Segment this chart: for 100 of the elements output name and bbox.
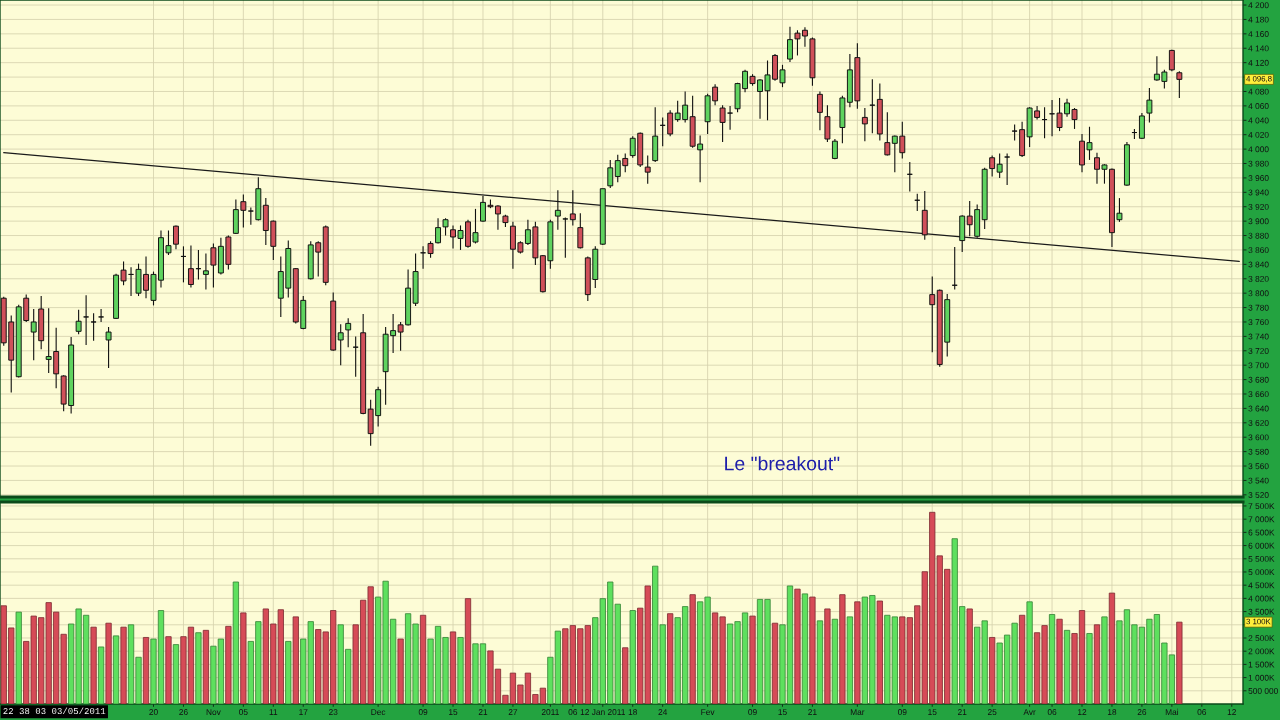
bar bbox=[846, 616, 853, 704]
x-tick-label: 05 bbox=[239, 709, 248, 715]
bar bbox=[1101, 616, 1108, 704]
x-tick-label: 09 bbox=[897, 709, 907, 715]
y-tick-label: 3 800 bbox=[1248, 290, 1269, 297]
y-tick-label: 3 540 bbox=[1248, 477, 1269, 484]
y-tick-label: 4 160 bbox=[1248, 31, 1269, 37]
y-tick-label: 4 000 bbox=[1248, 146, 1269, 153]
x-tick-label: 18 bbox=[628, 709, 637, 715]
y-tick-label: 3 640 bbox=[1248, 405, 1269, 412]
bar bbox=[419, 614, 427, 704]
bar bbox=[15, 611, 22, 704]
candlestick bbox=[98, 308, 105, 323]
bar bbox=[622, 647, 629, 704]
y-tick-label: 3 520 bbox=[1248, 492, 1269, 498]
y-tick-label: 4 120 bbox=[1248, 59, 1269, 66]
candlestick bbox=[727, 105, 734, 131]
y-tick-label: 3 620 bbox=[1248, 420, 1269, 426]
candlestick bbox=[1004, 152, 1011, 186]
candlestick bbox=[989, 155, 996, 178]
candlestick bbox=[554, 189, 561, 231]
y-tick-label: 500 000 bbox=[1248, 688, 1278, 694]
bar bbox=[397, 638, 404, 704]
y-tick-label: 4 020 bbox=[1248, 131, 1269, 138]
bar bbox=[839, 594, 846, 704]
bar bbox=[232, 581, 239, 704]
candlestick bbox=[75, 309, 82, 335]
y-tick-label: 3 560 bbox=[1248, 463, 1269, 470]
bar bbox=[457, 637, 464, 704]
bar bbox=[1056, 618, 1063, 704]
x-tick-label: 27 bbox=[508, 709, 518, 715]
y-tick-label: 3 600 bbox=[1248, 434, 1269, 441]
x-tick-label: 24 bbox=[658, 709, 668, 715]
candlestick bbox=[1146, 87, 1153, 124]
x-tick-label: 06 bbox=[1047, 709, 1057, 715]
bar bbox=[824, 608, 831, 704]
y-tick-label: 4 080 bbox=[1248, 88, 1269, 95]
candlestick bbox=[90, 312, 97, 342]
y-tick-label: 3 780 bbox=[1248, 304, 1269, 311]
x-tick-label: 11 bbox=[269, 709, 278, 715]
bar bbox=[195, 632, 202, 704]
x-tick-label: 12 bbox=[1078, 709, 1087, 715]
bar bbox=[225, 625, 232, 704]
x-tick-label: 21 bbox=[808, 709, 817, 715]
y-tick-label: 7 000K bbox=[1248, 516, 1275, 523]
candlestick bbox=[816, 90, 823, 131]
y-tick-label: 3 820 bbox=[1248, 275, 1269, 282]
bar bbox=[749, 615, 756, 704]
x-tick-label: 23 bbox=[329, 709, 338, 715]
y-tick-label: 3 900 bbox=[1248, 218, 1269, 225]
bar bbox=[629, 610, 636, 704]
y-tick-label: 3 700 bbox=[1248, 362, 1269, 369]
bar bbox=[172, 644, 180, 704]
y-tick-label: 3 580 bbox=[1248, 448, 1269, 455]
bar bbox=[816, 620, 824, 704]
x-tick-label: 26 bbox=[1137, 709, 1147, 715]
x-tick-label: 21 bbox=[478, 709, 488, 715]
bar bbox=[240, 612, 247, 704]
bar bbox=[165, 636, 172, 704]
y-tick-label: 3 760 bbox=[1248, 319, 1269, 326]
x-tick-label: 20 bbox=[149, 709, 158, 715]
candlestick bbox=[202, 252, 209, 291]
candlestick bbox=[607, 159, 614, 189]
x-tick-label: 15 bbox=[778, 709, 787, 715]
x-tick-label: Dec bbox=[371, 709, 386, 715]
candlestick bbox=[577, 212, 584, 250]
y-tick-label: 3 980 bbox=[1248, 160, 1269, 167]
bar bbox=[112, 635, 120, 704]
bar bbox=[966, 608, 973, 704]
annotation: Le "breakout" bbox=[725, 456, 840, 471]
y-tick-label: 1 000K bbox=[1248, 674, 1275, 681]
candlestick bbox=[187, 245, 194, 288]
bar bbox=[667, 613, 674, 704]
y-tick-label: 2 500K bbox=[1248, 635, 1275, 642]
candlestick bbox=[1176, 70, 1183, 99]
x-tick-label: 15 bbox=[928, 709, 937, 715]
candlestick bbox=[83, 294, 90, 346]
x-tick-label: 15 bbox=[449, 709, 458, 715]
candlestick bbox=[173, 224, 179, 250]
y-tick-label: 3 860 bbox=[1248, 247, 1269, 254]
y-tick-label: 4 500K bbox=[1248, 582, 1275, 589]
y-tick-label: 3 740 bbox=[1248, 333, 1269, 340]
bar bbox=[120, 626, 127, 704]
bar bbox=[1018, 614, 1026, 704]
candlestick bbox=[884, 111, 891, 157]
bar bbox=[105, 622, 112, 704]
candlestick bbox=[337, 323, 344, 366]
bar bbox=[876, 600, 883, 704]
x-tick-label: 09 bbox=[418, 709, 428, 715]
y-tick-label: 3 660 bbox=[1248, 391, 1269, 398]
bar bbox=[202, 629, 210, 704]
bar bbox=[1086, 633, 1093, 704]
bar bbox=[90, 626, 97, 704]
y-tick-label: 3 920 bbox=[1248, 203, 1269, 210]
x-tick-label: 26 bbox=[179, 709, 188, 715]
bar bbox=[771, 622, 779, 704]
candlestick bbox=[644, 155, 651, 185]
bar bbox=[1026, 601, 1033, 704]
x-tick-label: 12 bbox=[1227, 709, 1236, 715]
bar bbox=[989, 637, 996, 704]
